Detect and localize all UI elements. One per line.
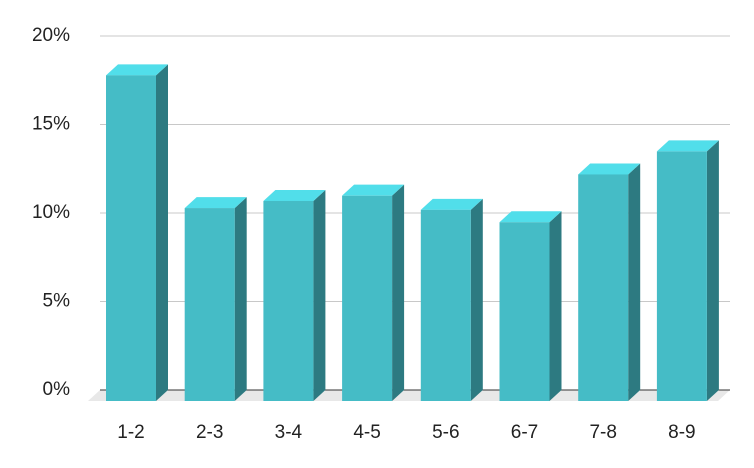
bar — [499, 222, 550, 401]
bar-top — [342, 184, 405, 196]
bar-top — [499, 211, 562, 223]
bar — [106, 75, 156, 401]
bar-side — [470, 198, 483, 401]
x-tick-label: 7-8 — [589, 422, 616, 443]
bar-side — [234, 197, 247, 401]
y-tick-label: 0% — [43, 379, 71, 400]
bar-side — [628, 163, 641, 401]
x-tick-label: 1-2 — [117, 422, 144, 443]
y-tick-label: 5% — [43, 291, 71, 312]
bar-top — [420, 198, 483, 210]
x-tick-label: 5-6 — [432, 422, 459, 443]
bar-top — [263, 189, 326, 201]
bar — [420, 209, 471, 401]
bar — [342, 195, 393, 401]
bar — [263, 200, 314, 401]
x-tick-label: 8-9 — [668, 422, 695, 443]
bar-top — [656, 140, 719, 152]
y-tick-label: 15% — [32, 114, 70, 135]
x-tick-label: 6-7 — [511, 422, 538, 443]
bar — [578, 174, 629, 401]
bar-side — [156, 64, 168, 401]
bar-top — [106, 64, 168, 76]
y-tick-label: 20% — [32, 25, 70, 46]
bar-side — [706, 140, 719, 401]
x-tick-label: 2-3 — [196, 422, 223, 443]
bar — [184, 208, 235, 401]
x-tick-label: 4-5 — [353, 422, 380, 443]
bar-side — [313, 189, 326, 401]
y-tick-label: 10% — [32, 202, 70, 223]
floor — [88, 390, 730, 401]
bar — [656, 151, 707, 401]
bar-side — [392, 184, 405, 401]
bar-top — [184, 197, 247, 209]
x-tick-label: 3-4 — [275, 422, 303, 443]
bar-side — [549, 211, 562, 401]
bar-top — [578, 163, 641, 175]
